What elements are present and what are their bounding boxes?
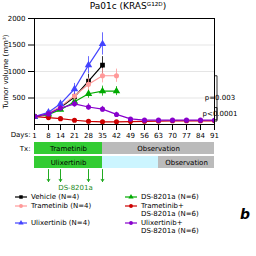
svg-text:63: 63 [154,132,163,140]
svg-text:Tx:: Tx: [19,145,31,153]
html-text:Vehicle (N=4): Vehicle (N=4) [31,193,80,201]
svg-text:Observation: Observation [137,145,180,153]
svg-text:DS-8201a: DS-8201a [58,184,92,192]
svg-text:77: 77 [182,132,191,140]
svg-text:2000: 2000 [8,15,26,23]
svg-text:35: 35 [98,132,107,140]
svg-text:28: 28 [84,132,93,140]
svg-text:84: 84 [196,132,205,140]
svg-text:Trametinib: Trametinib [49,145,88,153]
svg-text:1500: 1500 [7,41,26,50]
svg-text:49: 49 [126,132,135,140]
svg-text:56: 56 [140,132,149,140]
svg-text:Ulixertinib: Ulixertinib [51,159,87,167]
svg-text:p<0.0001: p<0.0001 [203,110,238,118]
svg-text:70: 70 [168,132,177,140]
html-text:Ulixertinib (N=4): Ulixertinib (N=4) [31,219,90,227]
html-text:Pa01c (KRASᴳ¹²ᴰ): Pa01c (KRASᴳ¹²ᴰ) [89,1,167,11]
svg-text:91: 91 [210,132,219,140]
svg-text:Observation: Observation [165,159,208,167]
html-text:DS-8201a (N=6): DS-8201a (N=6) [141,193,199,201]
svg-text:8: 8 [46,132,50,140]
html-text:b: b [240,206,250,222]
svg-text:1000: 1000 [7,67,26,76]
svg-text:1: 1 [32,132,36,140]
svg-text:p=0.003: p=0.003 [205,94,235,102]
svg-text:Tumor volume (mm³): Tumor volume (mm³) [2,34,10,109]
svg-text:21: 21 [70,132,79,140]
html-text:Trametinib (N=4): Trametinib (N=4) [31,202,92,210]
svg-text:14: 14 [56,132,65,140]
html-text:Trametinib+ DS-8201a (N=6): Trametinib+ DS-8201a (N=6) [141,202,199,218]
svg-text:42: 42 [112,132,121,140]
html-text:Ulixertinib+ DS-8201a (N=6): Ulixertinib+ DS-8201a (N=6) [141,219,199,235]
svg-text:Days:: Days: [11,131,31,139]
svg-text:500: 500 [12,94,25,102]
